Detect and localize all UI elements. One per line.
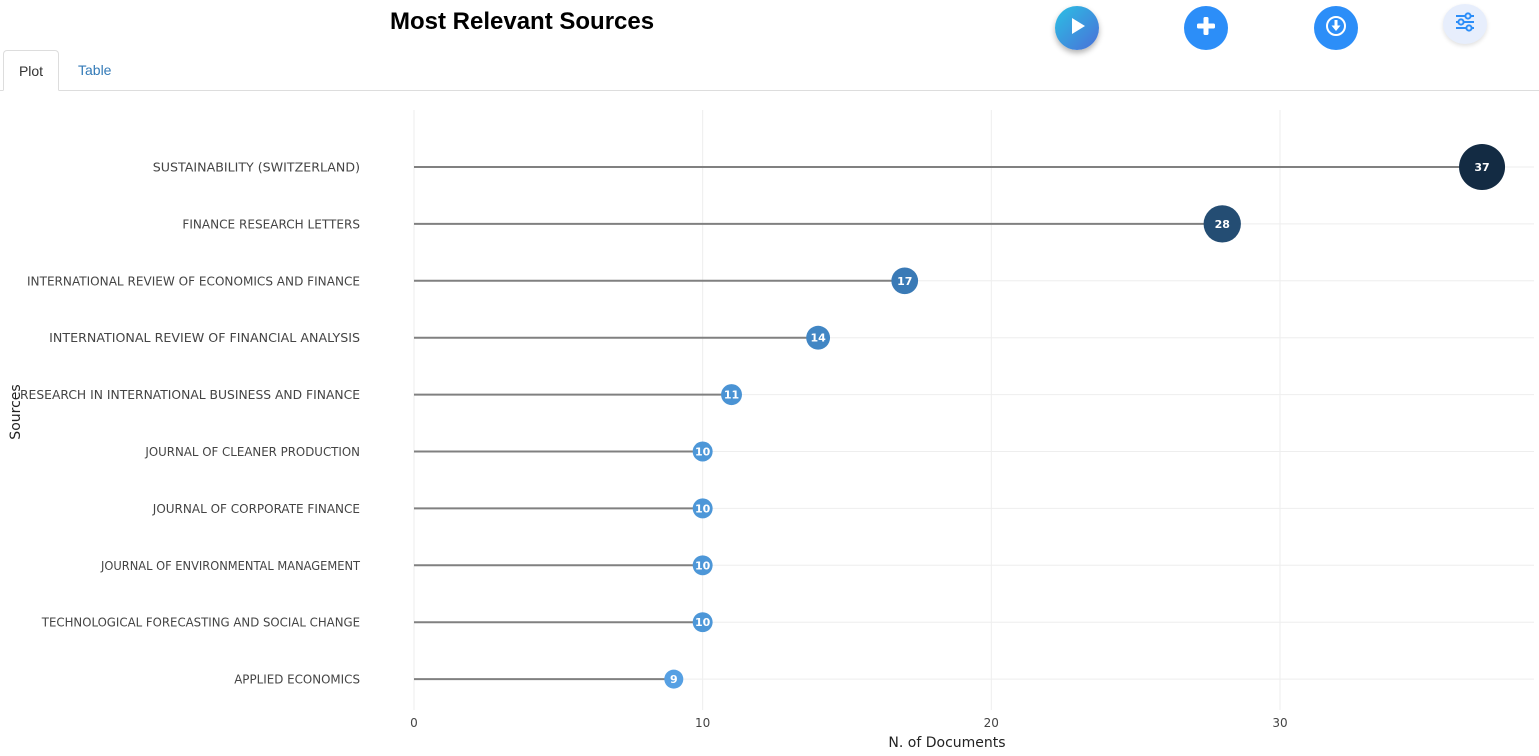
x-tick-label: 10	[695, 716, 710, 730]
data-point[interactable]	[1203, 205, 1241, 243]
data-value-label: 10	[695, 446, 711, 459]
data-value-label: 14	[810, 332, 826, 345]
data-point[interactable]	[692, 498, 713, 519]
data-point[interactable]	[664, 669, 684, 689]
data-point[interactable]	[721, 384, 742, 406]
play-button[interactable]	[1055, 6, 1099, 50]
x-tick-label: 30	[1272, 716, 1287, 730]
y-tick-label: RESEARCH IN INTERNATIONAL BUSINESS AND F…	[20, 388, 360, 402]
data-value-label: 17	[897, 275, 912, 288]
data-value-label: 37	[1474, 161, 1489, 174]
sliders-icon	[1454, 11, 1476, 37]
data-value-label: 10	[695, 559, 711, 572]
data-value-label: 11	[724, 389, 739, 402]
y-tick-label: TECHNOLOGICAL FORECASTING AND SOCIAL CHA…	[41, 616, 360, 630]
data-point[interactable]	[806, 325, 831, 350]
y-tick-label: FINANCE RESEARCH LETTERS	[182, 217, 360, 231]
download-icon	[1325, 15, 1347, 42]
y-tick-label: JOURNAL OF CORPORATE FINANCE	[152, 502, 360, 516]
data-point[interactable]	[692, 441, 713, 462]
data-value-label: 10	[695, 616, 711, 629]
play-icon	[1067, 16, 1087, 41]
tab-table[interactable]: Table	[78, 62, 112, 78]
y-tick-label: APPLIED ECONOMICS	[234, 673, 360, 687]
add-button[interactable]	[1184, 6, 1228, 50]
data-point[interactable]	[1459, 144, 1506, 190]
y-tick-label: JOURNAL OF ENVIRONMENTAL MANAGEMENT	[100, 559, 361, 573]
page-title: Most Relevant Sources	[390, 8, 655, 35]
x-axis-title: N. of Documents	[888, 735, 1005, 751]
y-tick-label: JOURNAL OF CLEANER PRODUCTION	[144, 445, 360, 459]
options-button[interactable]	[1443, 4, 1487, 44]
tab-bar: Plot Table	[0, 50, 1539, 91]
download-button[interactable]	[1314, 6, 1358, 50]
y-axis-title: Sources	[8, 384, 24, 439]
data-point[interactable]	[891, 267, 919, 295]
data-value-label: 10	[695, 502, 711, 515]
data-point[interactable]	[692, 555, 713, 576]
data-point[interactable]	[692, 612, 713, 633]
x-tick-label: 0	[410, 716, 418, 730]
plus-icon	[1196, 16, 1216, 41]
y-tick-label: INTERNATIONAL REVIEW OF FINANCIAL ANALYS…	[49, 331, 360, 345]
x-tick-label: 20	[984, 716, 999, 730]
data-value-label: 28	[1215, 218, 1230, 231]
y-tick-label: INTERNATIONAL REVIEW OF ECONOMICS AND FI…	[27, 274, 360, 288]
data-value-label: 9	[670, 673, 678, 686]
y-tick-label: SUSTAINABILITY (SWITZERLAND)	[153, 161, 360, 175]
tab-plot[interactable]: Plot	[3, 50, 59, 91]
